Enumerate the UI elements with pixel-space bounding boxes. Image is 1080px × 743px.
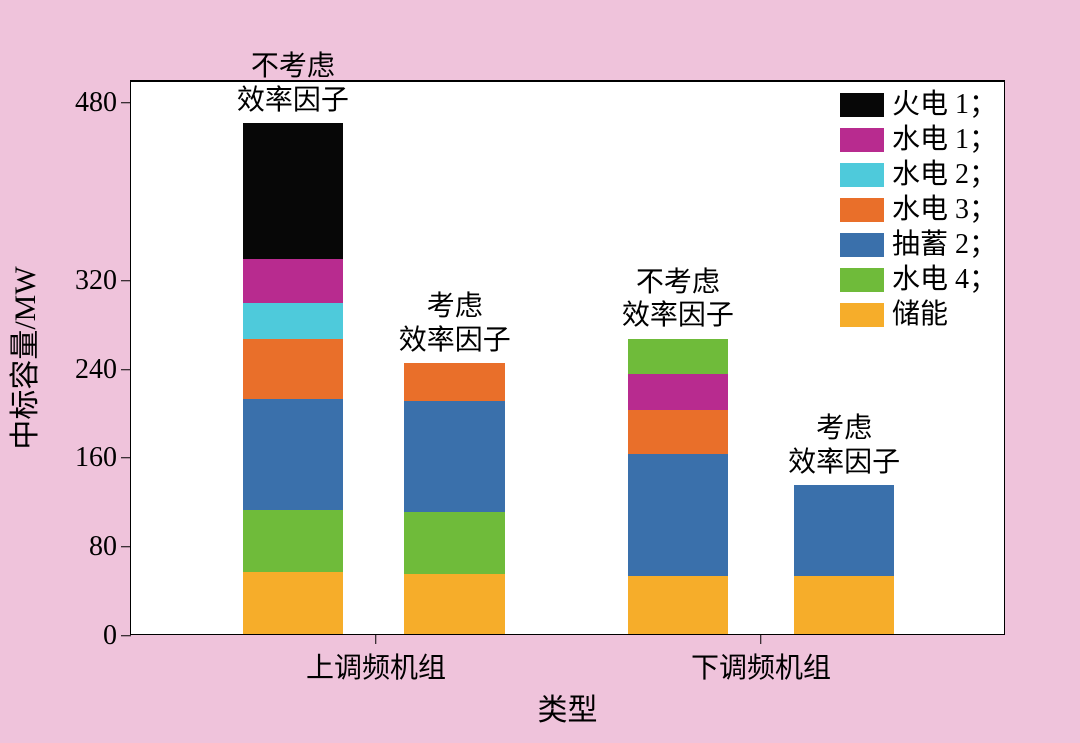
y-tick [121,280,131,281]
bar-label-line: 不考虑 [237,50,349,84]
bar-segment [404,401,505,512]
legend-item: 储能 [840,297,997,332]
bar-label-line: 效率因子 [622,299,734,333]
bar: 考虑效率因子 [404,363,505,634]
legend-item: 火电 1； [840,87,997,122]
bar-segment [243,259,344,303]
bar-label: 考虑效率因子 [399,290,511,357]
bar-label-line: 效率因子 [237,84,349,118]
legend-swatch [840,233,884,257]
bar-segment [628,374,729,410]
bar-segment [628,576,729,634]
legend-swatch [840,93,884,117]
legend-label: 水电 3； [892,192,997,227]
bar-segment [628,454,729,576]
y-tick [121,635,131,636]
legend-swatch [840,268,884,292]
bar-segment [628,410,729,454]
y-axis-label: 中标容量/MW [0,266,44,449]
bar-segment [794,576,895,634]
legend-swatch [840,163,884,187]
bar-label: 考虑效率因子 [788,412,900,479]
bar-segment [404,363,505,401]
x-tick-label: 下调频机组 [691,646,831,686]
bar-segment [243,510,344,572]
bar-label-line: 不考虑 [622,266,734,300]
legend-swatch [840,198,884,222]
y-tick-label: 480 [75,87,117,119]
bar-label-line: 考虑 [399,290,511,324]
bar-label-line: 效率因子 [399,324,511,358]
bar-segment [243,123,344,258]
bar-label: 不考虑效率因子 [237,50,349,117]
legend-swatch [840,128,884,152]
bar: 考虑效率因子 [794,485,895,634]
plot-area: 火电 1；水电 1；水电 2；水电 3；抽蓄 2；水电 4；储能 0801602… [130,80,1005,635]
bar: 不考虑效率因子 [628,339,729,634]
y-tick-label: 80 [89,531,117,563]
y-tick-label: 240 [75,354,117,386]
legend: 火电 1；水电 1；水电 2；水电 3；抽蓄 2；水电 4；储能 [840,87,997,332]
bar-segment [243,303,344,339]
legend-item: 水电 4； [840,262,997,297]
bar-segment [243,339,344,399]
legend-label: 储能 [892,297,948,332]
bar-segment [794,485,895,576]
bar-segment [243,572,344,634]
legend-item: 抽蓄 2； [840,227,997,262]
bar-segment [404,512,505,574]
bar: 不考虑效率因子 [243,123,344,634]
legend-swatch [840,303,884,327]
legend-label: 水电 1； [892,122,997,157]
y-tick [121,102,131,103]
legend-label: 火电 1； [892,87,997,122]
bar-label-line: 效率因子 [788,446,900,480]
legend-item: 水电 3； [840,192,997,227]
bar-label-line: 考虑 [788,412,900,446]
legend-label: 水电 4； [892,262,997,297]
x-tick [760,634,761,644]
x-tick-label: 上调频机组 [306,646,446,686]
x-axis-label: 类型 [538,685,598,735]
y-tick [121,369,131,370]
legend-item: 水电 2； [840,157,997,192]
bar-segment [243,399,344,510]
x-tick [375,634,376,644]
legend-label: 水电 2； [892,157,997,192]
bar-label: 不考虑效率因子 [622,266,734,333]
bar-segment [628,339,729,375]
y-tick [121,458,131,459]
bar-segment [404,574,505,634]
y-tick-label: 320 [75,265,117,297]
legend-item: 水电 1； [840,122,997,157]
y-tick [121,546,131,547]
y-tick-label: 160 [75,442,117,474]
y-tick-label: 0 [103,620,117,652]
legend-label: 抽蓄 2； [892,227,997,262]
